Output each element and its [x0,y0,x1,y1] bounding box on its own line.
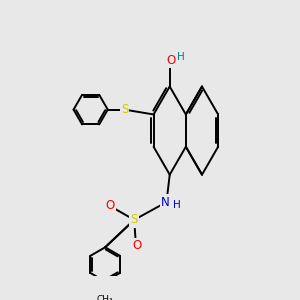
Text: H: H [173,200,181,210]
Text: S: S [130,213,138,226]
Text: O: O [133,239,142,252]
Text: N: N [161,196,170,208]
Text: H: H [177,52,185,62]
Text: O: O [106,199,115,212]
Text: S: S [121,103,128,116]
Text: CH₃: CH₃ [97,295,113,300]
Text: O: O [167,54,176,67]
